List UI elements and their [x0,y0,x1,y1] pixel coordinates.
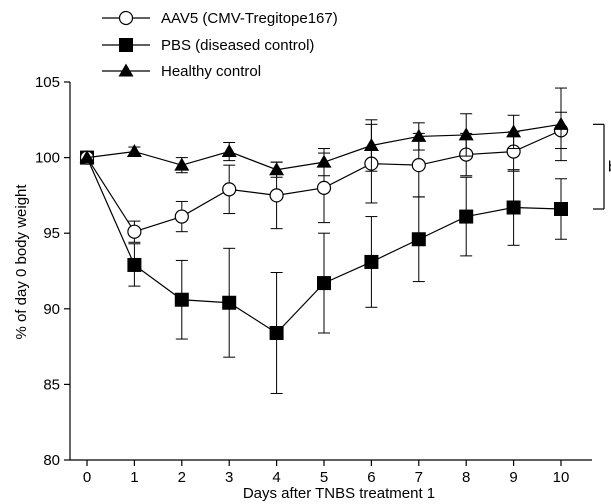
data-point [554,202,568,217]
x-tick-label: 2 [178,469,186,486]
legend: AAV5 (CMV-Tregitope167) PBS (diseased con… [102,10,338,80]
x-axis-label: Days after TNBS treatment 1 [243,485,435,502]
data-point [269,325,284,340]
data-point [269,162,285,176]
x-tick-label: 9 [509,469,517,486]
y-tick-label: 100 [35,150,60,167]
plot-area [79,87,569,394]
legend-marker [118,10,134,26]
data-point [411,128,427,142]
legend-label: PBS (diseased control) [161,37,314,54]
data-point [411,232,426,247]
x-tick-label: 6 [367,469,375,486]
y-axis-label: % of day 0 body weight [13,184,30,340]
data-point [553,116,569,130]
y-tick-label: 90 [43,301,60,318]
data-point [506,124,522,138]
x-ticks: 0 1 2 3 4 5 6 7 8 9 10 [83,460,570,486]
data-point [364,254,379,269]
data-point [411,158,426,173]
series-2 [79,87,569,178]
data-point [174,157,190,171]
data-point [459,209,474,224]
data-point [221,144,237,158]
legend-item: PBS (diseased control) [102,37,314,54]
y-tick-label: 85 [43,376,60,393]
data-point [506,200,521,215]
x-tick-label: 5 [320,469,328,486]
legend-label: AAV5 (CMV-Tregitope167) [161,10,338,27]
data-point [222,295,237,310]
axes [69,82,592,461]
legend-marker [118,63,134,77]
x-tick-label: 3 [225,469,233,486]
y-ticks: 80 85 90 95 100 105 [35,74,70,469]
data-point [222,182,237,197]
data-point [458,127,474,141]
x-tick-label: 1 [130,469,138,486]
data-point [127,257,142,272]
data-point [79,150,95,164]
y-tick-label: 80 [43,452,60,469]
legend-item: Healthy control [102,63,261,80]
x-tick-label: 0 [83,469,91,486]
y-tick-label: 105 [35,74,60,91]
y-tick-label: 95 [43,225,60,242]
data-point [316,154,332,168]
series-0 [79,111,569,243]
data-point [269,188,284,203]
data-point [316,180,332,195]
x-tick-label: 8 [462,469,470,486]
x-tick-label: 7 [415,469,423,486]
data-point [126,144,142,158]
x-tick-label: 4 [272,469,280,486]
annotation: b [593,123,611,210]
significance-label: b [608,159,611,176]
legend-label: Healthy control [161,63,261,80]
x-tick-label: 10 [553,469,570,486]
data-point [363,138,379,152]
data-point [174,209,189,224]
data-point [317,276,331,291]
data-point [174,292,189,307]
legend-marker [119,38,133,52]
legend-item: AAV5 (CMV-Tregitope167) [102,10,338,27]
data-point [127,224,142,239]
